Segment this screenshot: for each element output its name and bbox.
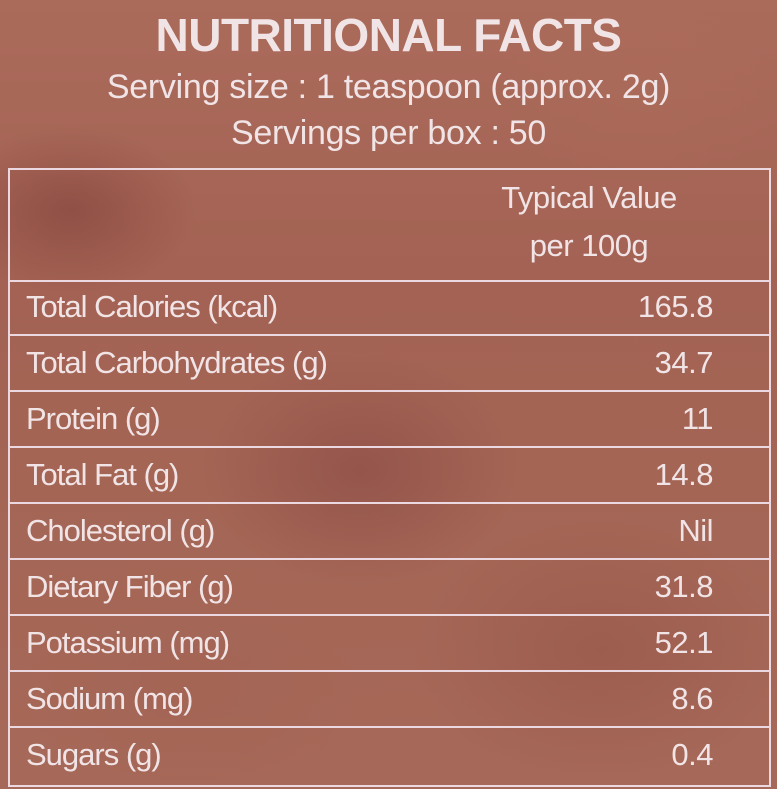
nutrient-value: 14.8 <box>654 457 714 492</box>
serving-size-text: Serving size : 1 teaspoon (approx. 2g) <box>106 68 671 106</box>
nutrient-label: Sugars (g) <box>26 737 162 772</box>
label-title: NUTRITIONAL FACTS <box>155 9 622 61</box>
table-header-row: Typical Value per 100g <box>10 170 769 282</box>
nutrition-table: Typical Value per 100g Total Calories (k… <box>8 168 771 787</box>
nutrient-value: 165.8 <box>637 289 714 324</box>
servings-per-box-text: Servings per box : 50 <box>231 114 546 152</box>
typical-value-header: Typical Value per 100g <box>459 174 719 270</box>
nutrient-label: Cholesterol (g) <box>26 513 215 548</box>
table-row: Cholesterol (g) Nil <box>10 504 769 560</box>
table-row: Total Fat (g) 14.8 <box>10 448 769 504</box>
table-row: Total Carbohydrates (g) 34.7 <box>10 336 769 392</box>
nutrient-value: 31.8 <box>654 569 714 604</box>
table-row: Potassium (mg) 52.1 <box>10 616 769 672</box>
nutrient-label: Protein (g) <box>26 401 161 436</box>
nutrient-value: 11 <box>681 401 714 436</box>
nutrient-value: 0.4 <box>671 737 713 772</box>
table-row: Sodium (mg) 8.6 <box>10 672 769 728</box>
nutrient-value: 8.6 <box>671 681 713 716</box>
table-row: Dietary Fiber (g) 31.8 <box>10 560 769 616</box>
nutrient-label: Sodium (mg) <box>26 681 193 716</box>
nutrient-label: Total Fat (g) <box>26 457 179 492</box>
nutrient-label: Potassium (mg) <box>26 625 230 660</box>
table-row: Total Calories (kcal) 165.8 <box>10 280 769 336</box>
nutrient-value: 52.1 <box>654 625 714 660</box>
header-line-2: per 100g <box>529 228 649 263</box>
nutrient-label: Total Calories (kcal) <box>26 289 278 324</box>
header-line-1: Typical Value <box>501 180 677 215</box>
table-row: Protein (g) 11 <box>10 392 769 448</box>
nutrient-label: Dietary Fiber (g) <box>26 569 234 604</box>
table-body: Total Calories (kcal) 165.8 Total Carboh… <box>10 280 769 785</box>
nutrient-label: Total Carbohydrates (g) <box>26 345 328 380</box>
nutrient-value: 34.7 <box>654 345 714 380</box>
nutrient-value: Nil <box>678 513 713 548</box>
table-row: Sugars (g) 0.4 <box>10 728 769 782</box>
